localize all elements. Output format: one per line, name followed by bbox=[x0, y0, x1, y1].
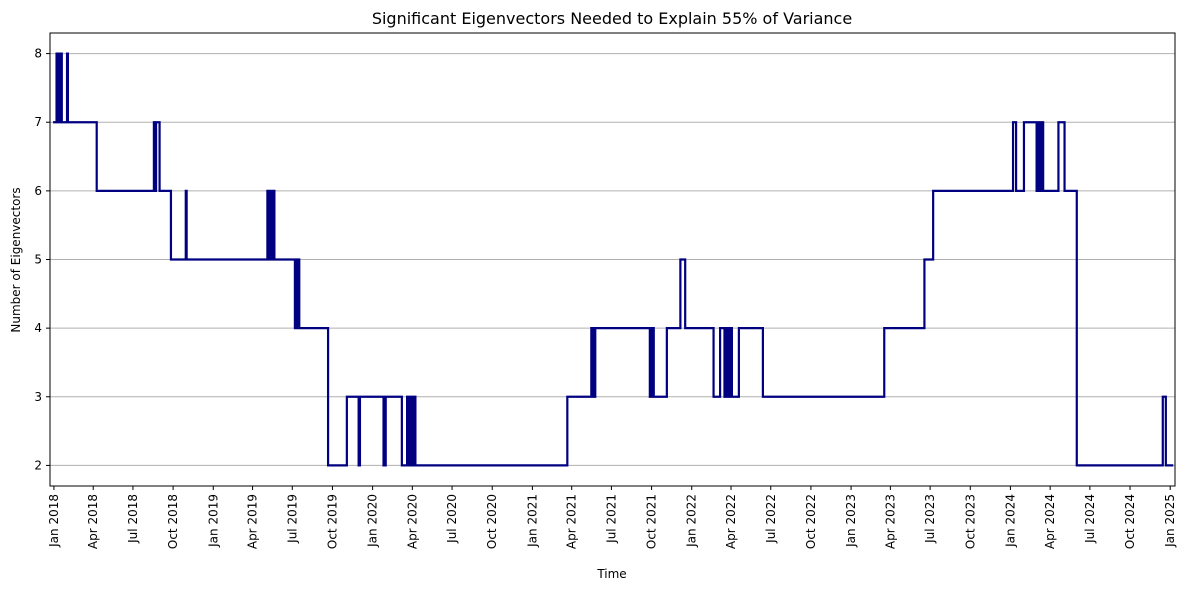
series-line bbox=[53, 52, 1174, 467]
y-tick-label: 7 bbox=[34, 115, 42, 129]
x-tick-label: Jan 2018 bbox=[47, 494, 61, 548]
y-tick-label: 5 bbox=[34, 253, 42, 267]
x-tick-label: Jul 2019 bbox=[285, 494, 299, 544]
x-tick-label: Oct 2023 bbox=[963, 494, 977, 549]
x-tick-label: Apr 2018 bbox=[86, 494, 100, 549]
x-tick-label: Jan 2021 bbox=[525, 494, 539, 548]
x-tick-label: Oct 2019 bbox=[325, 494, 339, 549]
series-layer bbox=[53, 52, 1174, 467]
y-axis-label: Number of Eigenvectors bbox=[9, 187, 23, 332]
x-tick-label: Jul 2022 bbox=[764, 494, 778, 544]
y-tick-label: 4 bbox=[34, 321, 42, 335]
x-tick-label: Jan 2020 bbox=[366, 494, 380, 548]
x-tick-label: Jul 2023 bbox=[923, 494, 937, 544]
x-tick-label: Jan 2025 bbox=[1163, 494, 1177, 548]
x-tick-label: Apr 2022 bbox=[724, 494, 738, 549]
x-tick-label: Jan 2022 bbox=[685, 494, 699, 548]
y-tick-label: 6 bbox=[34, 184, 42, 198]
x-tick-label: Jan 2019 bbox=[206, 494, 220, 548]
x-tick-label: Oct 2021 bbox=[645, 494, 659, 549]
x-tick-label: Apr 2023 bbox=[883, 494, 897, 549]
x-tick-label: Jan 2024 bbox=[1003, 494, 1017, 548]
chart-title: Significant Eigenvectors Needed to Expla… bbox=[372, 9, 852, 28]
x-tick-label: Oct 2020 bbox=[485, 494, 499, 549]
x-tick-label: Apr 2020 bbox=[405, 494, 419, 549]
y-tick-label: 2 bbox=[34, 458, 42, 472]
x-tick-label: Apr 2021 bbox=[565, 494, 579, 549]
x-axis-label: Time bbox=[596, 567, 626, 581]
x-tick-label: Jul 2020 bbox=[445, 494, 459, 544]
y-tick-label: 3 bbox=[34, 390, 42, 404]
y-axis-ticks: 2 3 4 5 6 7 8 bbox=[34, 47, 50, 472]
x-axis-ticks: Jan 2018 Apr 2018 Jul 2018 Oct 2018 Jan 2019… bbox=[47, 486, 1177, 549]
x-tick-label: Jul 2024 bbox=[1083, 494, 1097, 544]
x-tick-label: Oct 2022 bbox=[804, 494, 818, 549]
x-tick-label: Apr 2024 bbox=[1043, 494, 1057, 549]
y-tick-label: 8 bbox=[34, 47, 42, 61]
x-tick-label: Oct 2024 bbox=[1123, 494, 1137, 549]
x-tick-label: Jul 2021 bbox=[604, 494, 618, 544]
x-tick-label: Jul 2018 bbox=[126, 494, 140, 544]
x-tick-label: Oct 2018 bbox=[166, 494, 180, 549]
x-tick-label: Apr 2019 bbox=[246, 494, 260, 549]
x-tick-label: Jan 2023 bbox=[844, 494, 858, 548]
